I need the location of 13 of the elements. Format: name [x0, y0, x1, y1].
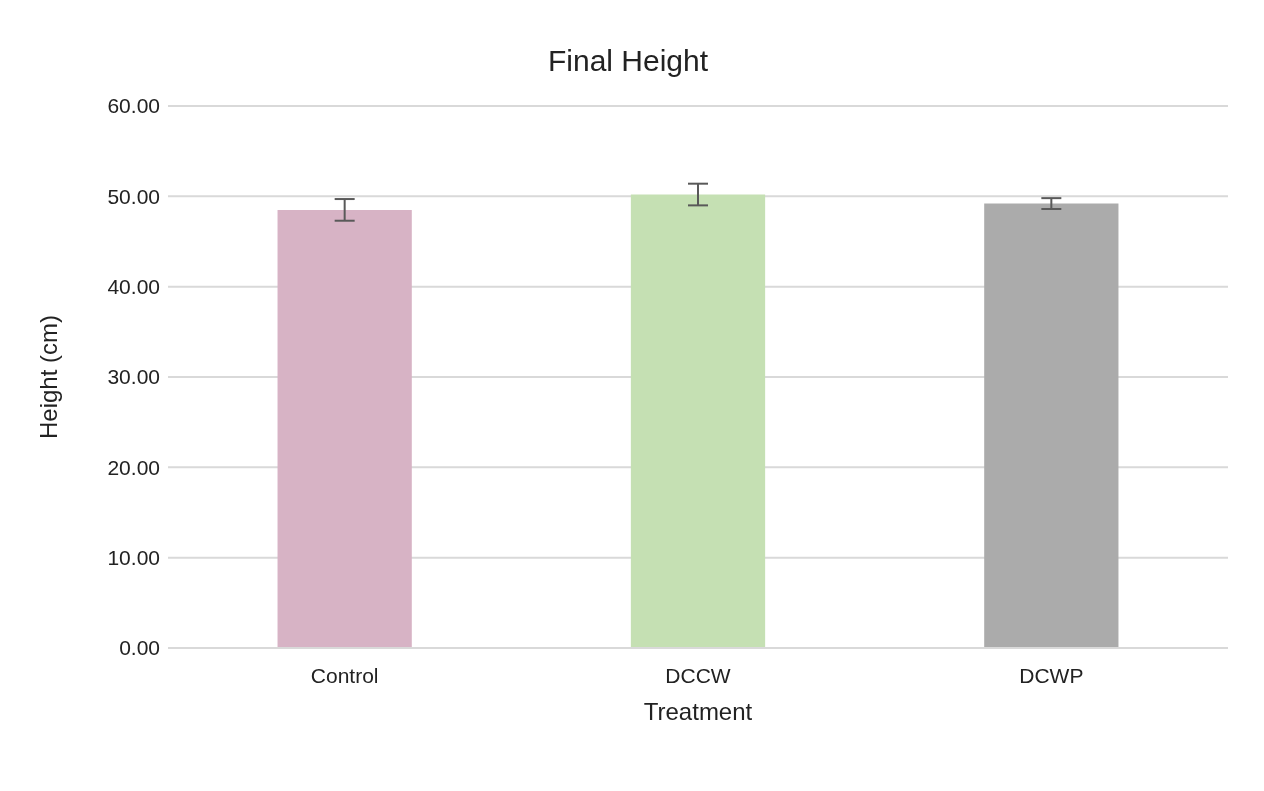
x-axis-title: Treatment — [643, 698, 753, 725]
y-tick-label: 40.00 — [107, 275, 160, 299]
y-axis-title: Height (cm) — [34, 314, 62, 440]
y-tick-label: 60.00 — [107, 94, 160, 118]
y-tick-label: 20.00 — [107, 455, 160, 479]
x-tick-label: DCCW — [665, 663, 731, 687]
y-tick-label: 30.00 — [107, 365, 160, 389]
x-tick-label: Control — [310, 663, 379, 687]
y-tick-label: 10.00 — [107, 546, 160, 570]
y-tick-label: 0.00 — [119, 636, 160, 660]
y-tick-label: 50.00 — [107, 184, 160, 208]
x-tick-label: DCWP — [1019, 663, 1084, 687]
chart-title: Final Height — [546, 43, 710, 78]
